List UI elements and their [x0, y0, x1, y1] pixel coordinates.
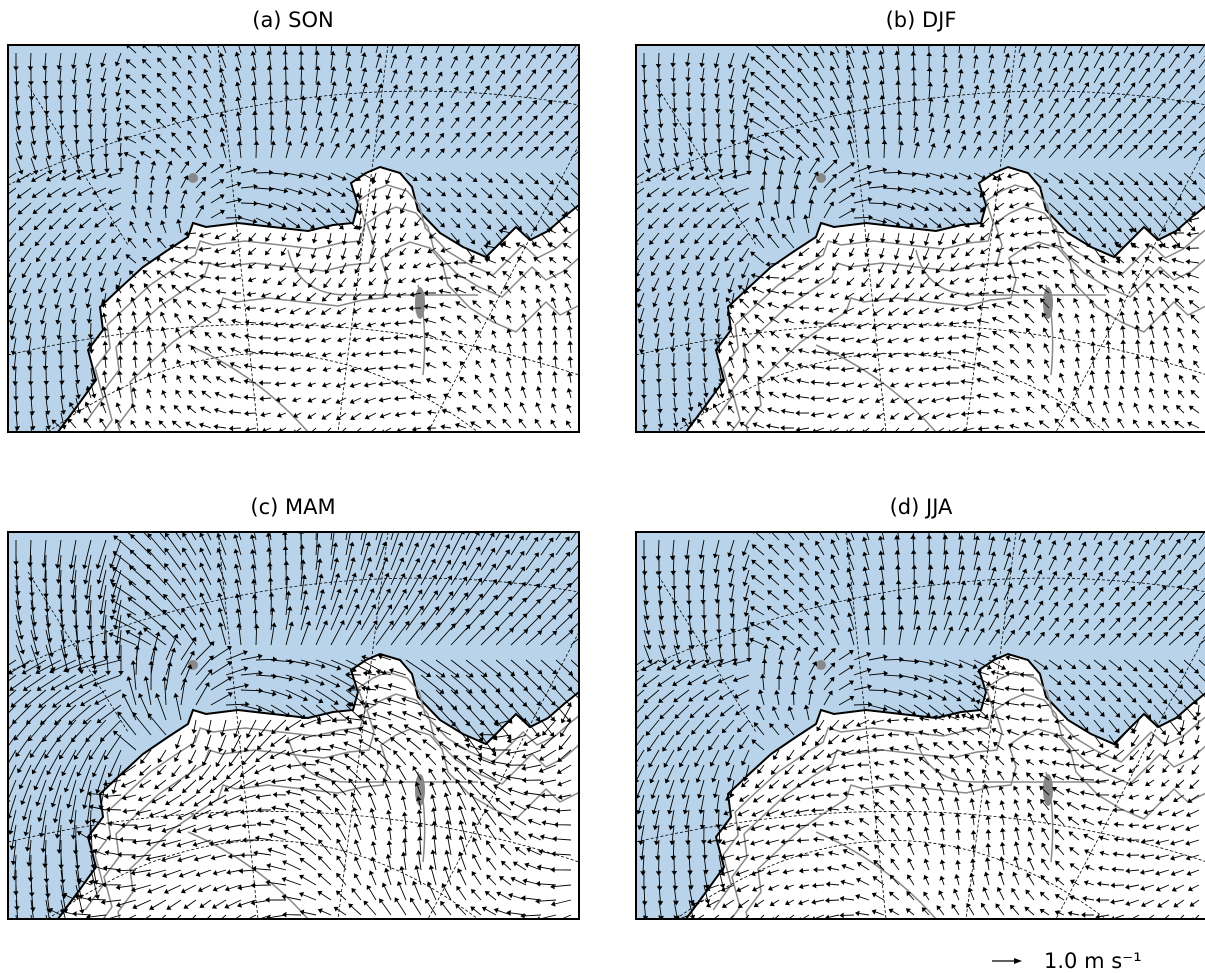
graticule — [636, 532, 1205, 919]
quiver-key-label: 1.0 m s⁻¹ — [1044, 949, 1142, 973]
panel-frame — [7, 531, 580, 920]
contour — [730, 693, 1205, 919]
map-panel — [7, 44, 580, 433]
graticule — [636, 45, 1205, 432]
map-content — [8, 532, 579, 919]
land — [56, 165, 579, 432]
graticule — [8, 45, 579, 432]
wind-vectors — [8, 45, 579, 432]
map-content — [8, 45, 579, 432]
ice-feature — [1043, 287, 1053, 319]
contour — [84, 671, 579, 911]
panel-title: (c) MAM — [250, 495, 335, 519]
panel-frame — [635, 531, 1205, 920]
ice-feature — [415, 287, 425, 319]
ice-feature — [1043, 774, 1053, 806]
contour — [117, 241, 579, 432]
map-content — [636, 532, 1205, 919]
map-panels — [7, 44, 1205, 920]
graticule — [8, 532, 579, 919]
map-panel — [7, 531, 580, 920]
map-panel — [635, 531, 1205, 920]
contour — [102, 206, 579, 432]
station-marker — [188, 173, 198, 183]
map-panel — [635, 44, 1205, 433]
station-marker — [816, 660, 826, 670]
wind-vectors — [636, 532, 1205, 919]
wind-vectors — [636, 45, 1205, 432]
wind-vectors — [8, 532, 579, 919]
map-content — [636, 45, 1205, 432]
panel-frame — [635, 44, 1205, 433]
panel-title: (b) DJF — [886, 8, 957, 32]
panel-frame — [7, 44, 580, 433]
contour — [745, 241, 1205, 432]
contour — [712, 671, 1205, 911]
panel-title: (d) JJA — [890, 495, 953, 519]
panel-title: (a) SON — [252, 8, 334, 32]
contour — [730, 206, 1205, 432]
key-arrowhead — [1014, 958, 1022, 964]
